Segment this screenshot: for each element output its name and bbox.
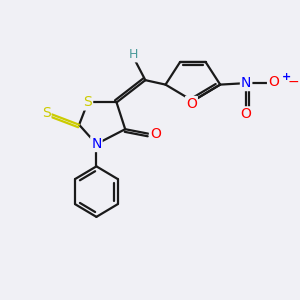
Text: O: O <box>150 127 161 141</box>
Text: S: S <box>83 95 92 110</box>
Text: O: O <box>186 97 197 111</box>
Text: +: + <box>282 72 291 82</box>
Text: O: O <box>241 107 252 121</box>
Text: S: S <box>42 106 50 120</box>
Text: H: H <box>129 48 139 62</box>
Text: O: O <box>268 75 279 88</box>
Text: N: N <box>91 137 102 151</box>
Text: N: N <box>241 76 251 90</box>
Text: −: − <box>288 75 299 88</box>
